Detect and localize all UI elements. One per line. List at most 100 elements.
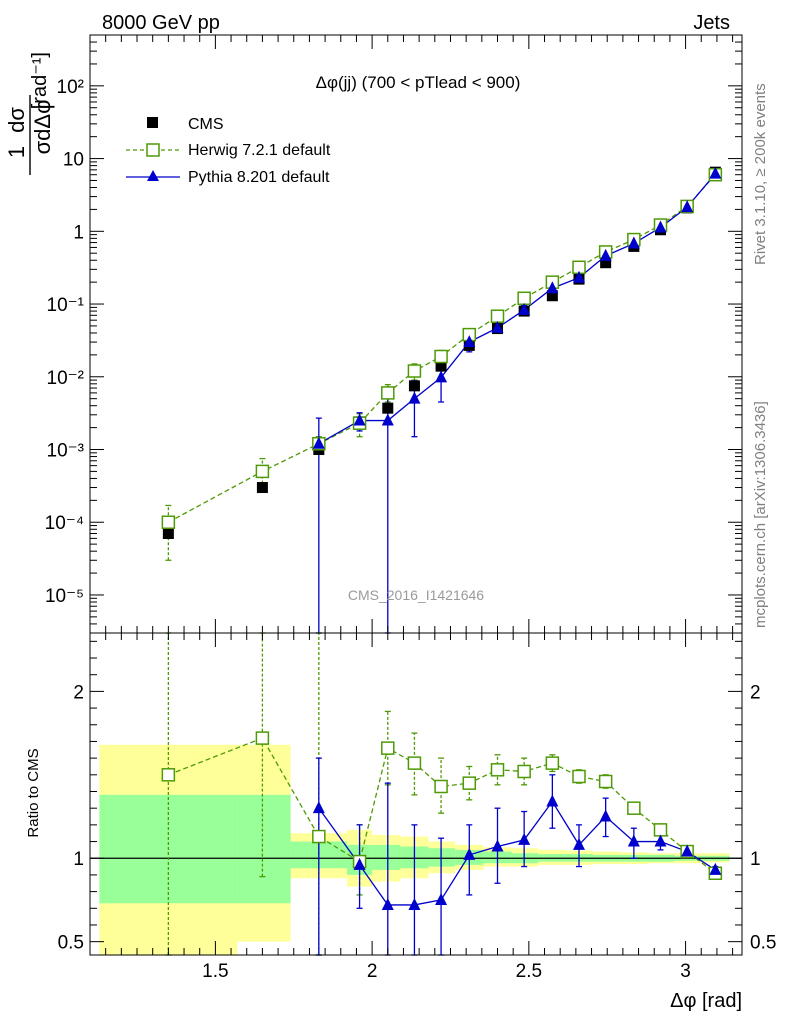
pythia-point: [312, 436, 325, 449]
pythia-point: [681, 200, 694, 213]
band-inner: [372, 844, 401, 870]
main-y-tick-label: 10⁻²: [47, 368, 85, 389]
pythia-point: [654, 220, 667, 233]
ratio-pythia-point: [627, 834, 640, 847]
herwig-point: [381, 386, 395, 400]
herwig-point: [490, 309, 505, 323]
pythia-point: [573, 270, 585, 283]
pythia-point: [381, 413, 394, 426]
cms-point: [382, 402, 394, 414]
ratio-pythia-point: [599, 809, 612, 822]
header-left: 8000 GeV pp: [102, 12, 220, 34]
band-inner: [237, 794, 291, 904]
svg-text:[rad⁻¹]: [rad⁻¹]: [29, 52, 51, 109]
pythia-point: [408, 391, 421, 404]
ratio-y-tick-label-right: 1: [750, 849, 761, 870]
main-y-tick-label: 1: [73, 222, 84, 243]
x-tick-label: 1.5: [202, 961, 228, 982]
ratio-y-axis-label: Ratio to CMS: [25, 748, 42, 837]
cms-point: [408, 380, 420, 392]
svg-text:1: 1: [4, 146, 29, 158]
ratio-pythia-point: [654, 834, 667, 847]
ratio-herwig-point: [312, 829, 326, 844]
herwig-point: [407, 364, 422, 378]
ratio-panel: 0.5 0.5 1 1 2 2 1.5 2 2.5 3 Ratio to CMS Δφ [rad]: [25, 632, 776, 1012]
ratio-herwig-point: [434, 779, 448, 794]
ratio-herwig-point: [598, 774, 613, 789]
ratio-pythia-point: [546, 794, 559, 807]
main-y-tick-label: 10⁻³: [47, 441, 85, 462]
main-y-tick-label: 10⁻⁴: [45, 513, 84, 534]
ratio-herwig-point: [161, 768, 176, 782]
ratio-pythia-point: [491, 839, 504, 852]
pythia-point: [709, 166, 722, 179]
main-y-tick-label: 10⁻⁵: [45, 586, 84, 607]
x-tick-label: 2: [367, 961, 378, 982]
source-label: mcplots.cern.ch [arXiv:1306.3436]: [752, 401, 769, 628]
watermark: CMS_2016_I1421646: [348, 587, 484, 603]
ratio-herwig-point: [462, 776, 477, 790]
main-title: Δφ(jj) (700 < pTlead < 900): [316, 73, 521, 92]
main-y-axis-label: 1 dσ σdΔφ [rad⁻¹]: [4, 52, 55, 175]
pythia-point: [546, 281, 559, 294]
ratio-pythia-point: [435, 892, 448, 905]
herwig-line: [168, 174, 716, 523]
header-right: Jets: [693, 12, 730, 34]
ratio-herwig-point: [255, 731, 270, 745]
ratio-pythia-point: [312, 801, 325, 814]
ratio-pythia-point: [681, 844, 694, 857]
x-tick-label: 2.5: [516, 961, 542, 982]
pythia-point: [599, 248, 612, 261]
legend-label-cms: CMS: [188, 116, 224, 133]
legend-marker-herwig: [146, 143, 160, 157]
ratio-y-tick-label: 1: [73, 849, 84, 870]
ratio-herwig-point: [653, 823, 668, 837]
cms-point: [162, 528, 174, 540]
ratio-pythia-point: [709, 862, 722, 875]
ratio-pythia-point: [381, 897, 394, 910]
ratio-herwig-point: [490, 763, 505, 777]
ratio-herwig-point: [517, 764, 531, 779]
main-y-tick-label: 10²: [57, 77, 84, 98]
pythia-point: [518, 302, 531, 315]
ratio-pythia-point: [573, 837, 585, 850]
herwig-point: [517, 291, 531, 306]
cms-point: [600, 257, 612, 269]
pythia-point: [627, 236, 640, 249]
cms-point: [256, 482, 268, 494]
ratio-pythia-point: [463, 847, 476, 860]
herwig-point: [434, 349, 448, 364]
legend-label-herwig: Herwig 7.2.1 default: [188, 142, 331, 159]
ratio-pythia-point: [408, 897, 421, 910]
ratio-frame: [89, 632, 743, 956]
ratio-y-tick-label: 2: [73, 682, 84, 703]
cms-point: [435, 360, 447, 372]
ratio-herwig-point: [407, 756, 422, 770]
legend-label-pythia: Pythia 8.201 default: [188, 169, 330, 186]
pythia-point: [463, 335, 476, 348]
main-y-tick-label: 10⁻¹: [47, 295, 85, 316]
legend-marker-cms: [147, 117, 158, 128]
ratio-y-tick-label-right: 0.5: [750, 933, 776, 954]
ratio-herwig-point: [545, 756, 560, 770]
main-y-tick-label: 10: [63, 150, 84, 171]
herwig-point: [255, 464, 270, 479]
ratio-pythia-point: [518, 832, 531, 845]
herwig-point: [161, 515, 176, 529]
legend-marker-pythia: [147, 170, 159, 181]
pythia-point: [491, 320, 504, 333]
ratio-herwig-point: [381, 741, 395, 755]
pythia-point: [353, 413, 366, 426]
ratio-y-tick-label-right: 2: [750, 682, 761, 703]
x-tick-label: 3: [680, 961, 691, 982]
x-axis-label: Δφ [rad]: [670, 990, 742, 1012]
legend: CMS Herwig 7.2.1 default Pythia 8.201 de…: [126, 116, 331, 186]
ratio-pythia-point: [353, 857, 366, 870]
main-panel: 10⁻⁵ 10⁻⁴ 10⁻³ 10⁻² 10⁻¹ 1 10 10² CMS_2016_I142…: [4, 34, 743, 634]
ratio-herwig-point: [572, 769, 586, 784]
rivet-label: Rivet 3.1.10, ≥ 200k events: [752, 83, 769, 265]
cms-point: [546, 290, 558, 302]
band-inner: [428, 848, 456, 867]
pythia-point: [435, 370, 448, 383]
